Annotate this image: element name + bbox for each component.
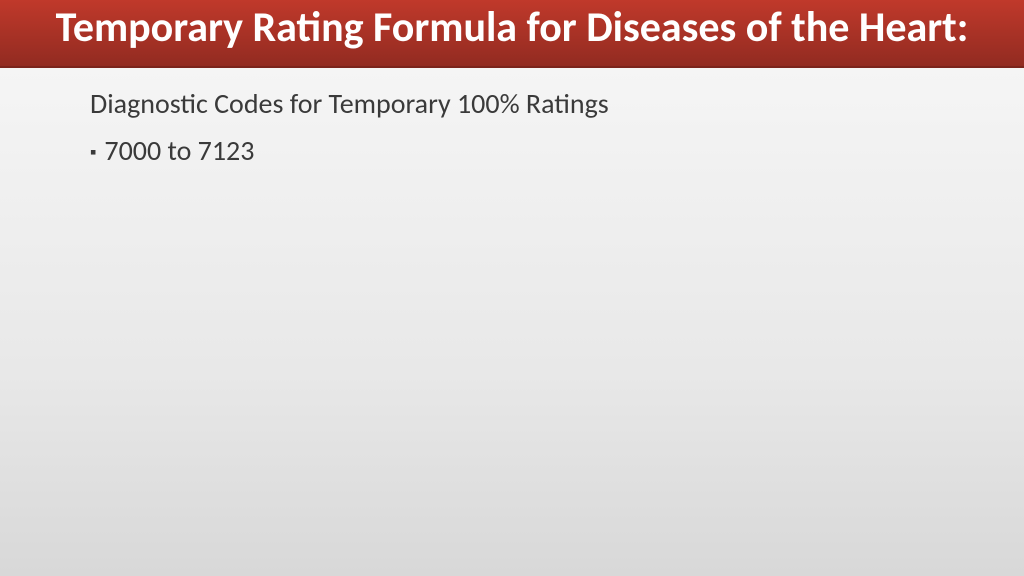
bullet-marker-icon: ▪ [90, 141, 96, 163]
content-subtitle: Diagnostic Codes for Temporary 100% Rati… [90, 86, 934, 121]
slide-header: Temporary Rating Formula for Diseases of… [0, 0, 1024, 68]
slide-title: Temporary Rating Formula for Diseases of… [20, 4, 1004, 52]
slide-content: Diagnostic Codes for Temporary 100% Rati… [0, 68, 1024, 576]
slide-container: Temporary Rating Formula for Diseases of… [0, 0, 1024, 576]
bullet-text: 7000 to 7123 [104, 133, 254, 168]
bullet-item: ▪ 7000 to 7123 [90, 133, 934, 168]
